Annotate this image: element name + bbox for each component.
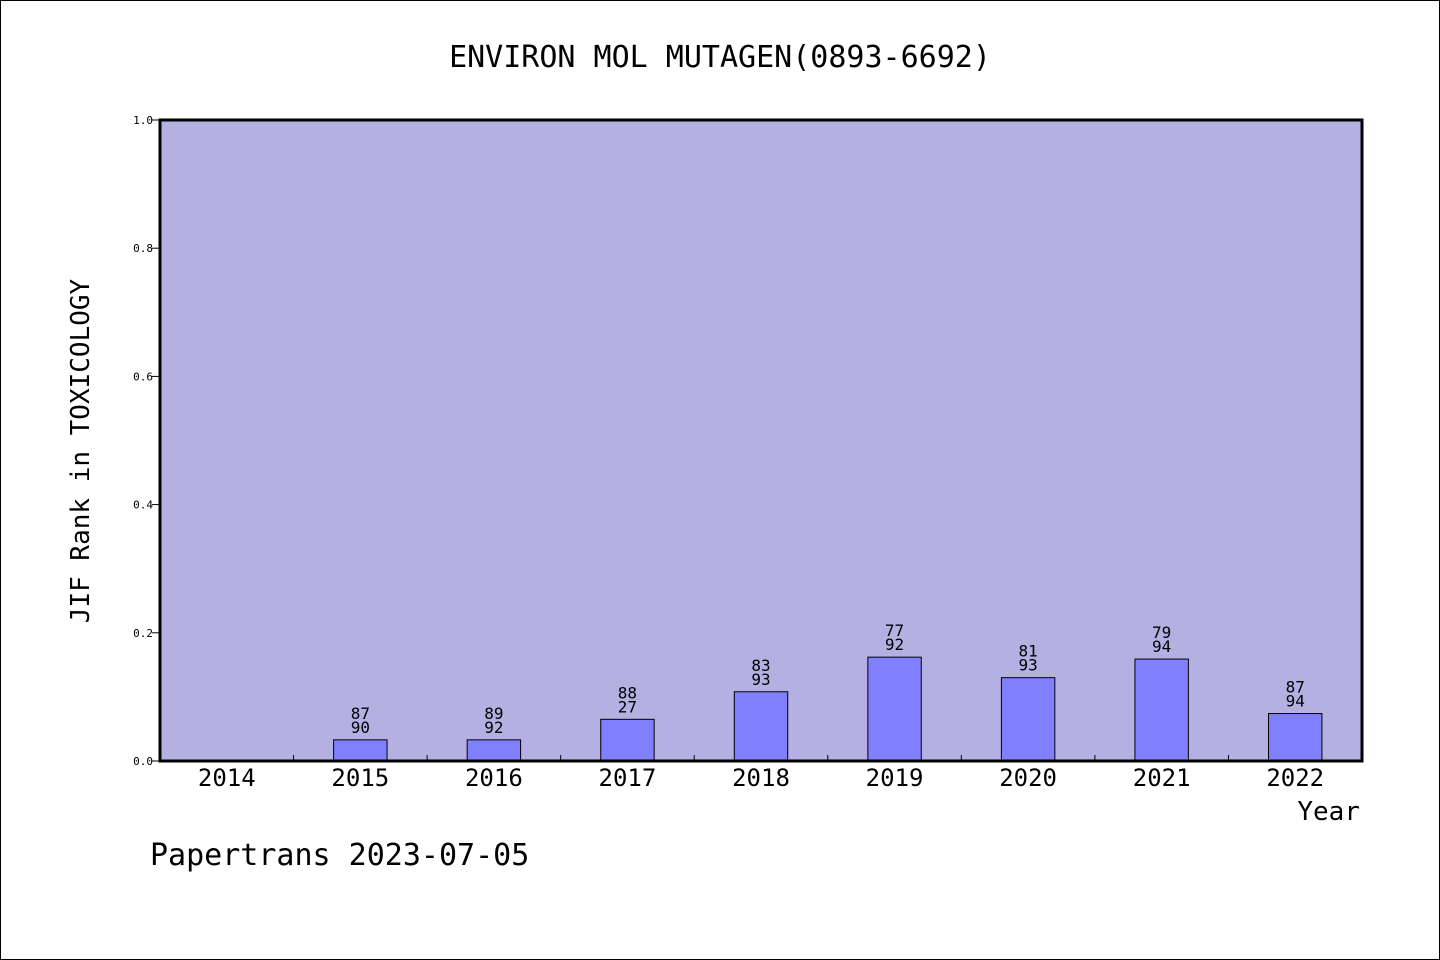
bar-label-rank: 81 xyxy=(1018,642,1037,661)
x-tick-label: 2018 xyxy=(732,764,790,792)
x-tick-label: 2014 xyxy=(198,764,256,792)
y-tick-label: 0.4 xyxy=(133,499,153,512)
bar-2017 xyxy=(600,718,655,762)
bar-2020 xyxy=(1000,677,1056,762)
x-tick-label: 2015 xyxy=(331,764,389,792)
bar-label-rank: 89 xyxy=(484,704,503,723)
bar-label-rank: 79 xyxy=(1152,623,1171,642)
plot-area xyxy=(160,120,1362,761)
bar-2016 xyxy=(466,739,522,762)
x-axis-label: Year xyxy=(1297,797,1360,827)
y-axis: 0.0 0.2 0.4 0.6 0.8 1.0 xyxy=(133,114,160,768)
bar-label-total: 93 xyxy=(1018,656,1037,675)
bar-2018 xyxy=(733,691,789,762)
bar-label-rank: 77 xyxy=(885,621,904,640)
bar-label-total: 93 xyxy=(751,670,770,689)
x-tick-label: 2017 xyxy=(599,764,657,792)
y-tick-label: 0.6 xyxy=(133,370,153,383)
bar-2021 xyxy=(1134,658,1189,762)
bar-label-rank: 83 xyxy=(751,656,770,675)
bar-label-rank: 88 xyxy=(618,683,637,702)
bar-label-total: 90 xyxy=(351,718,370,737)
bar-label-rank: 87 xyxy=(351,704,370,723)
bar-label-rank: 87 xyxy=(1286,678,1305,697)
x-tick-label: 2021 xyxy=(1133,764,1191,792)
bar-label-total: 92 xyxy=(484,718,503,737)
y-tick-label: 0.8 xyxy=(133,242,153,255)
bar-label-total: 92 xyxy=(885,635,904,654)
x-tick-label: 2020 xyxy=(999,764,1057,792)
y-tick-label: 0.2 xyxy=(133,627,153,640)
bars-group xyxy=(333,656,1323,762)
x-tick-label: 2019 xyxy=(866,764,924,792)
x-tick-label: 2022 xyxy=(1266,764,1324,792)
bar-label-total: 94 xyxy=(1286,692,1305,711)
bar-label-total: 94 xyxy=(1152,637,1171,656)
x-axis: 2014 2015 2016 2017 2018 2019 2020 2021 2022 xyxy=(198,764,1324,792)
y-axis-label: JIF Rank in TOXICOLOGY xyxy=(66,278,96,623)
x-tick-label: 2016 xyxy=(465,764,523,792)
y-tick-label: 0.0 xyxy=(133,755,153,768)
footer-credit: Papertrans 2023-07-05 xyxy=(150,838,529,873)
plot-border xyxy=(158,118,1364,763)
bar-2015 xyxy=(333,739,388,762)
chart-title: ENVIRON MOL MUTAGEN(0893-6692) xyxy=(449,40,991,75)
bar-2019 xyxy=(867,656,922,762)
y-tick-label: 1.0 xyxy=(133,114,153,127)
bar-2022 xyxy=(1268,713,1323,762)
bar-label-total: 27 xyxy=(618,697,637,716)
